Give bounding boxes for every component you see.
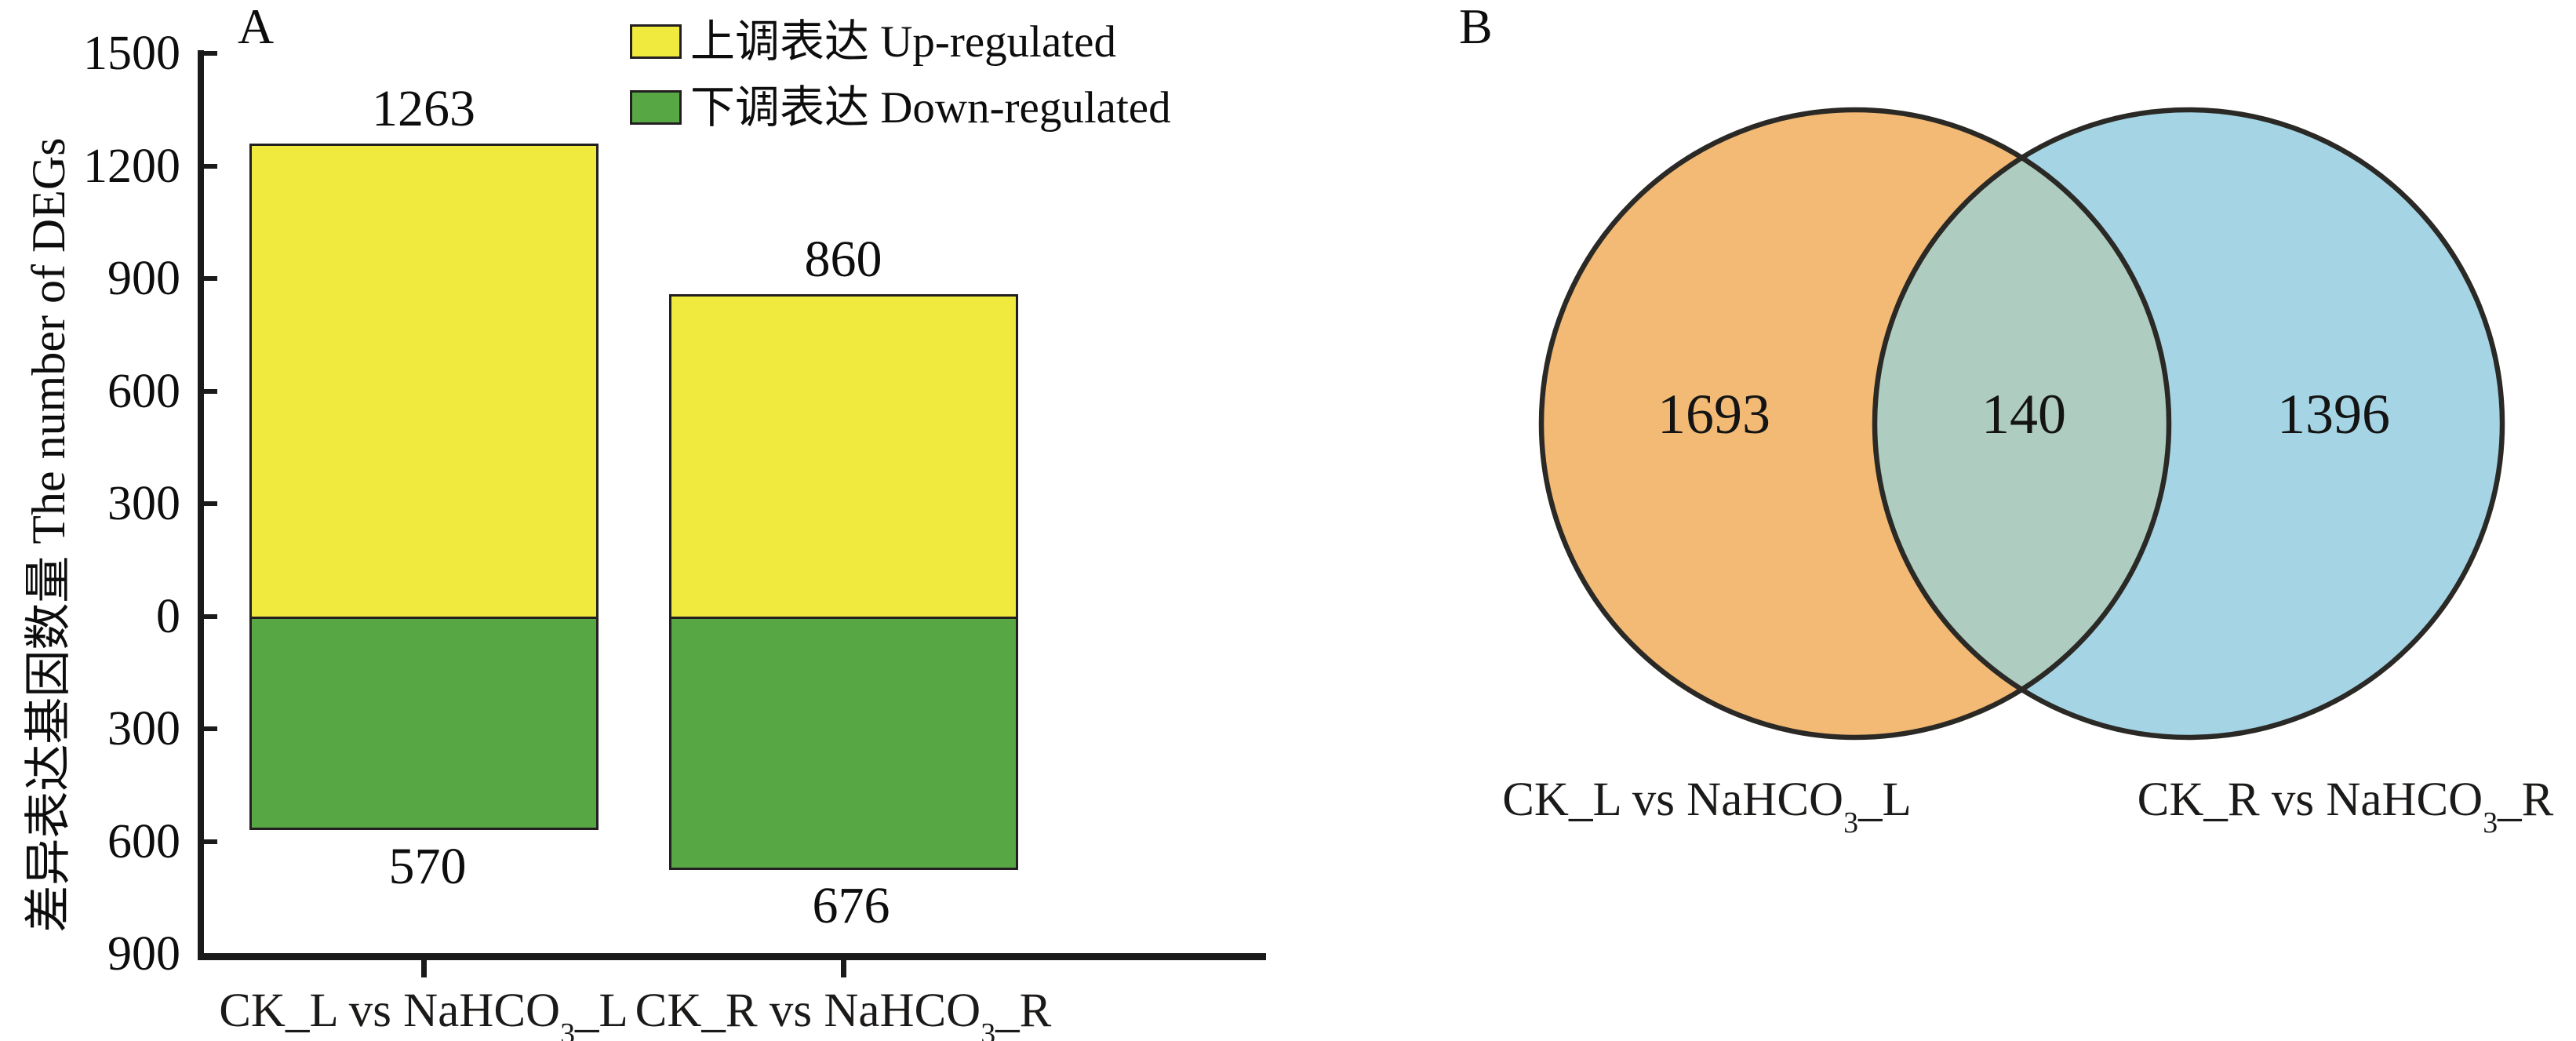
venn-label-right-subscript: 3 xyxy=(2483,806,2498,839)
panel-b-letter: B xyxy=(1459,0,1493,54)
legend-label-up: 上调表达 Up-regulated xyxy=(690,17,1116,67)
legend-swatch-up xyxy=(630,24,682,59)
y-tick-label: 900 xyxy=(107,927,180,981)
y-tick-label: 1500 xyxy=(83,27,180,80)
x-tick-ck-l xyxy=(421,960,427,977)
y-tick-0 xyxy=(204,614,217,619)
y-tick-1500 xyxy=(204,51,217,56)
y-tick-1200 xyxy=(204,164,217,169)
bar-down-ck-l xyxy=(249,617,599,830)
x-label-ck-r-subscript: 3 xyxy=(981,1017,996,1041)
bar-up-ck-r xyxy=(669,294,1018,619)
value-down-ck-r: 676 xyxy=(812,877,890,934)
venn-label-right: CK_R vs NaHCO3_R xyxy=(2024,773,2576,837)
venn-label-left-subscript: 3 xyxy=(1843,806,1859,839)
y-tick-n600 xyxy=(204,839,217,844)
x-tick-ck-r xyxy=(841,960,846,977)
y-tick-label: 300 xyxy=(107,702,180,755)
y-tick-label: 600 xyxy=(107,815,180,868)
venn-label-right-text: CK_R vs NaHCO xyxy=(2137,773,2483,826)
y-tick-300 xyxy=(204,501,217,506)
bar-down-ck-r xyxy=(669,617,1018,870)
y-tick-label: 900 xyxy=(107,252,180,305)
x-label-ck-l: CK_L vs NaHCO3_L xyxy=(102,984,745,1041)
y-tick-900 xyxy=(204,276,217,281)
x-label-ck-r-text: CK_R vs NaHCO xyxy=(635,985,981,1037)
venn-overlap-region xyxy=(1875,110,2169,737)
x-axis-line xyxy=(198,953,1266,960)
venn-label-right-suffix: _R xyxy=(2498,773,2554,826)
legend-swatch-down xyxy=(630,90,682,125)
x-label-ck-r-suffix: _R xyxy=(995,985,1052,1037)
x-label-ck-l-text: CK_L vs NaHCO xyxy=(219,985,561,1037)
value-up-ck-r: 860 xyxy=(804,231,882,288)
y-tick-n300 xyxy=(204,726,217,731)
y-axis-line xyxy=(198,50,204,959)
y-tick-label: 300 xyxy=(107,477,180,530)
bar-up-ck-l xyxy=(249,144,599,619)
x-label-ck-l-suffix: _L xyxy=(575,985,628,1037)
y-tick-label: 600 xyxy=(107,365,180,418)
y-tick-label: 0 xyxy=(156,590,180,643)
venn-label-left-text: CK_L vs NaHCO xyxy=(1502,773,1844,826)
panel-a-letter: A xyxy=(238,0,275,54)
venn-left-circle-outline xyxy=(1538,107,2172,741)
venn-diagram xyxy=(1538,107,2505,741)
venn-label-left-suffix: _L xyxy=(1858,773,1912,826)
value-down-ck-l: 570 xyxy=(388,838,467,895)
x-label-ck-l-subscript: 3 xyxy=(560,1017,576,1041)
panel-a: A 差异表达基因数量 The number of DEGs 1500 1200 … xyxy=(23,0,1266,1041)
y-tick-label: 1200 xyxy=(83,140,180,193)
panel-b: B 1693 140 1396 CK_L vs NaHCO3_L CK_R vs… xyxy=(1333,0,2576,1041)
venn-count-intersection: 140 xyxy=(1981,383,2066,446)
legend-label-down: 下调表达 Down-regulated xyxy=(690,83,1171,133)
value-up-ck-l: 1263 xyxy=(372,80,475,137)
venn-right-circle-outline xyxy=(1872,107,2505,741)
venn-label-left: CK_L vs NaHCO3_L xyxy=(1385,773,2028,837)
x-label-ck-r: CK_R vs NaHCO3_R xyxy=(522,984,1165,1041)
venn-count-left-only: 1693 xyxy=(1657,383,1770,446)
venn-count-right-only: 1396 xyxy=(2277,383,2390,446)
y-tick-600 xyxy=(204,389,217,394)
